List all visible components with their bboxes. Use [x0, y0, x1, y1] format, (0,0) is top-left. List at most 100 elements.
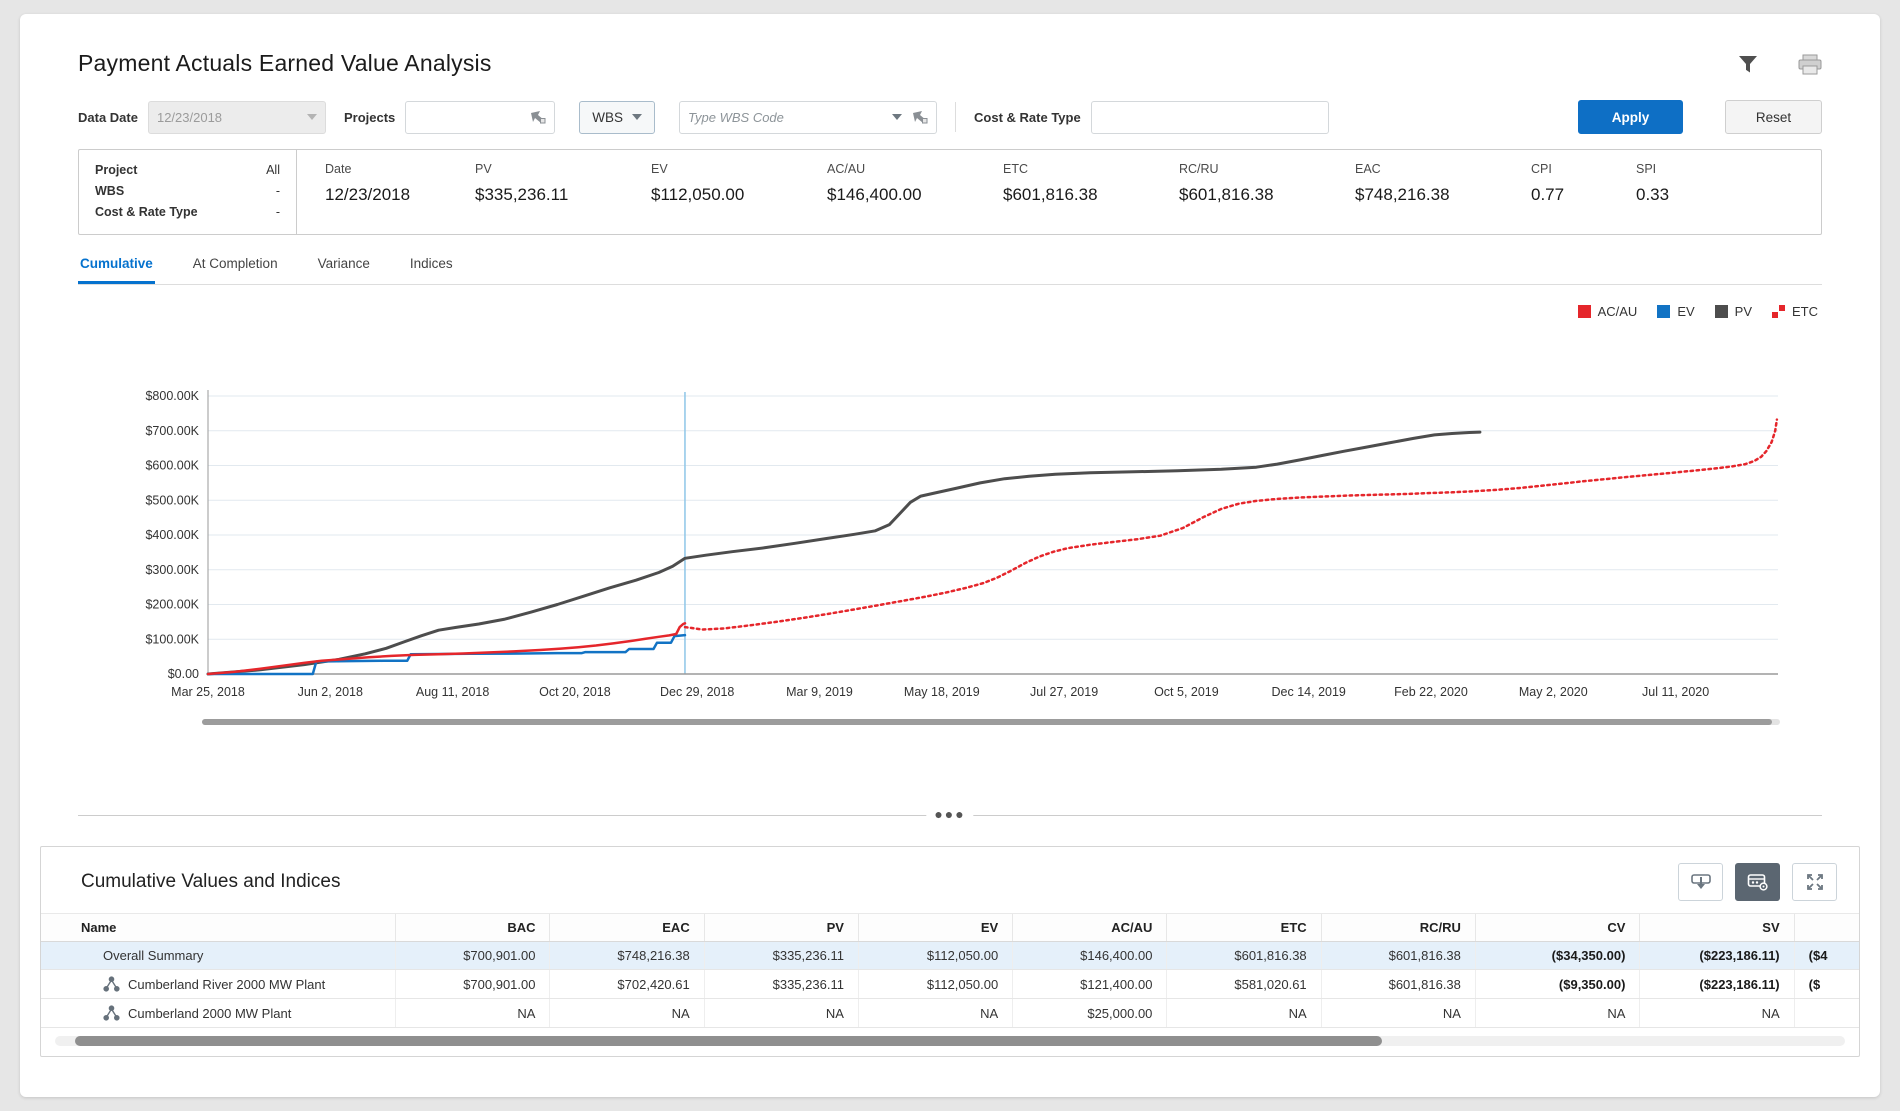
evm-line-chart[interactable]: $800.00K $700.00K $600.00K $500.00K $400.00K…: [78, 321, 1822, 741]
grid-gear-icon: [1747, 873, 1768, 891]
cell: $748,216.38: [549, 941, 705, 970]
metric-label: Date: [325, 162, 352, 176]
table-row[interactable]: Cumberland 2000 MW Plant NA NA NA NA $25,000.…: [41, 998, 1859, 1028]
projects-label: Projects: [343, 109, 396, 125]
row-name: Cumberland River 2000 MW Plant: [47, 976, 381, 992]
scope-label: Project: [95, 163, 138, 177]
y-axis-tick-label: $400.00K: [145, 528, 199, 542]
cell: $581,020.61: [1166, 969, 1322, 999]
legend-swatch-icon: [1772, 304, 1785, 318]
x-axis-tick-label: May 18, 2019: [904, 685, 980, 699]
y-axis-tick-label: $700.00K: [145, 424, 199, 438]
column-header-ac-au[interactable]: AC/AU: [1012, 913, 1167, 942]
x-axis-tick-label: Jul 11, 2020: [1642, 685, 1709, 699]
y-axis-tick-label: $800.00K: [145, 389, 199, 403]
x-axis-tick-label: Mar 25, 2018: [171, 685, 245, 699]
summary-metric: EV $112,050.00: [651, 162, 827, 234]
x-axis-tick-label: Dec 29, 2018: [660, 685, 734, 699]
column-header-bac[interactable]: BAC: [395, 913, 550, 942]
funnel-icon: [1739, 56, 1757, 73]
grid-settings-button[interactable]: [1735, 863, 1780, 901]
tab-variance[interactable]: Variance: [317, 256, 370, 271]
row-name: Cumberland 2000 MW Plant: [47, 1005, 381, 1021]
metric-value: $601,816.38: [1003, 185, 1098, 204]
chart-scrollbar-thumb[interactable]: [202, 719, 1772, 725]
projects-field: [405, 100, 556, 134]
y-axis-tick-label: $200.00K: [145, 598, 199, 612]
column-header-eac[interactable]: EAC: [549, 913, 705, 942]
download-icon: [1690, 874, 1711, 889]
column-header-cv[interactable]: CV: [1474, 913, 1640, 942]
evm-grid: Name BAC EAC PV EV AC/AU ETC RC/RU CV SV Overall …: [41, 913, 1859, 1028]
metric-label: AC/AU: [827, 162, 866, 176]
legend-item-pv[interactable]: PV: [1714, 304, 1752, 319]
legend-item-ev[interactable]: EV: [1657, 303, 1695, 319]
column-header-etc[interactable]: ETC: [1166, 913, 1322, 942]
expand-icon: [1806, 874, 1823, 890]
cell: NA: [1639, 998, 1795, 1028]
reset-button[interactable]: Reset: [1725, 100, 1822, 134]
series-pv: [206, 430, 1482, 676]
picker-icon[interactable]: [912, 110, 928, 124]
metric-label: SPI: [1636, 162, 1657, 176]
metric-value: 12/23/2018: [325, 185, 411, 204]
scope-row: Cost & Rate Type -: [95, 202, 280, 223]
y-axis-tick-label: $500.00K: [145, 493, 199, 507]
export-button[interactable]: [1678, 863, 1723, 901]
print-button[interactable]: [1798, 54, 1822, 75]
x-axis-tick-label: Aug 11, 2018: [416, 685, 489, 699]
y-axis-tick-label: $300.00K: [145, 563, 199, 577]
column-header-overflow[interactable]: [1793, 913, 1859, 942]
metric-value: 0.77: [1531, 185, 1565, 204]
chart-legend: AC/AU EV PV ETC: [78, 289, 1822, 321]
projects-input[interactable]: [414, 109, 531, 125]
summary-metric: SPI 0.33: [1636, 162, 1716, 234]
summary-metric: EAC $748,216.38: [1355, 162, 1531, 234]
metric-value: 0.33: [1636, 185, 1670, 204]
cell: $601,816.38: [1320, 941, 1476, 970]
picker-icon[interactable]: [530, 110, 546, 124]
scope-value: All: [266, 163, 280, 177]
legend-label: EV: [1677, 303, 1695, 319]
view-tabs: Cumulative At Completion Variance Indices: [78, 247, 1822, 285]
cell: [1793, 998, 1859, 1028]
metric-value: $112,050.00: [651, 185, 745, 204]
column-header-name[interactable]: Name: [41, 913, 396, 942]
x-axis-tick-label: Jul 27, 2019: [1030, 685, 1098, 699]
scrollbar-thumb[interactable]: [75, 1036, 1382, 1046]
cell: NA: [1320, 998, 1476, 1028]
cost-rate-type-input[interactable]: [1099, 109, 1320, 125]
scope-row: WBS -: [95, 181, 280, 202]
splitter-handle-icon[interactable]: ●●●: [926, 806, 974, 822]
x-axis-tick-label: Jun 2, 2018: [298, 685, 363, 699]
wbs-code-input[interactable]: [688, 109, 885, 125]
printer-icon: [1798, 54, 1822, 75]
expand-button[interactable]: [1792, 863, 1837, 901]
wbs-dropdown[interactable]: WBS: [579, 100, 656, 134]
metric-label: ETC: [1003, 162, 1028, 176]
tab-indices[interactable]: Indices: [409, 256, 453, 271]
column-header-sv[interactable]: SV: [1639, 913, 1795, 942]
pane-splitter[interactable]: ●●●: [78, 806, 1822, 822]
table-row[interactable]: Overall Summary $700,901.00 $748,216.38 $33…: [41, 941, 1859, 970]
tab-cumulative[interactable]: Cumulative: [78, 247, 155, 284]
grid-horizontal-scrollbar[interactable]: [55, 1036, 1845, 1046]
data-date-select[interactable]: 12/23/2018: [147, 100, 326, 134]
cell: NA: [395, 998, 550, 1028]
chevron-down-icon[interactable]: [892, 114, 903, 120]
data-date-value: 12/23/2018: [156, 109, 223, 125]
column-header-ev[interactable]: EV: [857, 913, 1013, 942]
cell: $112,050.00: [857, 941, 1013, 970]
tab-at-completion[interactable]: At Completion: [192, 256, 278, 271]
column-header-pv[interactable]: PV: [703, 913, 859, 942]
table-row[interactable]: Cumberland River 2000 MW Plant $700,901.0…: [41, 969, 1859, 999]
legend-item-ac-au[interactable]: AC/AU: [1577, 304, 1637, 319]
legend-item-etc[interactable]: ETC: [1772, 304, 1818, 319]
column-header-rc-ru[interactable]: RC/RU: [1320, 913, 1476, 942]
apply-button[interactable]: Apply: [1578, 100, 1683, 134]
summary-scope: Project All WBS - Cost & Rate Type -: [79, 150, 297, 234]
summary-metric: PV $335,236.11: [475, 162, 651, 234]
filter-button[interactable]: [1738, 55, 1758, 74]
cell: ($223,186.11): [1639, 941, 1795, 970]
metric-label: RC/RU: [1179, 162, 1219, 176]
